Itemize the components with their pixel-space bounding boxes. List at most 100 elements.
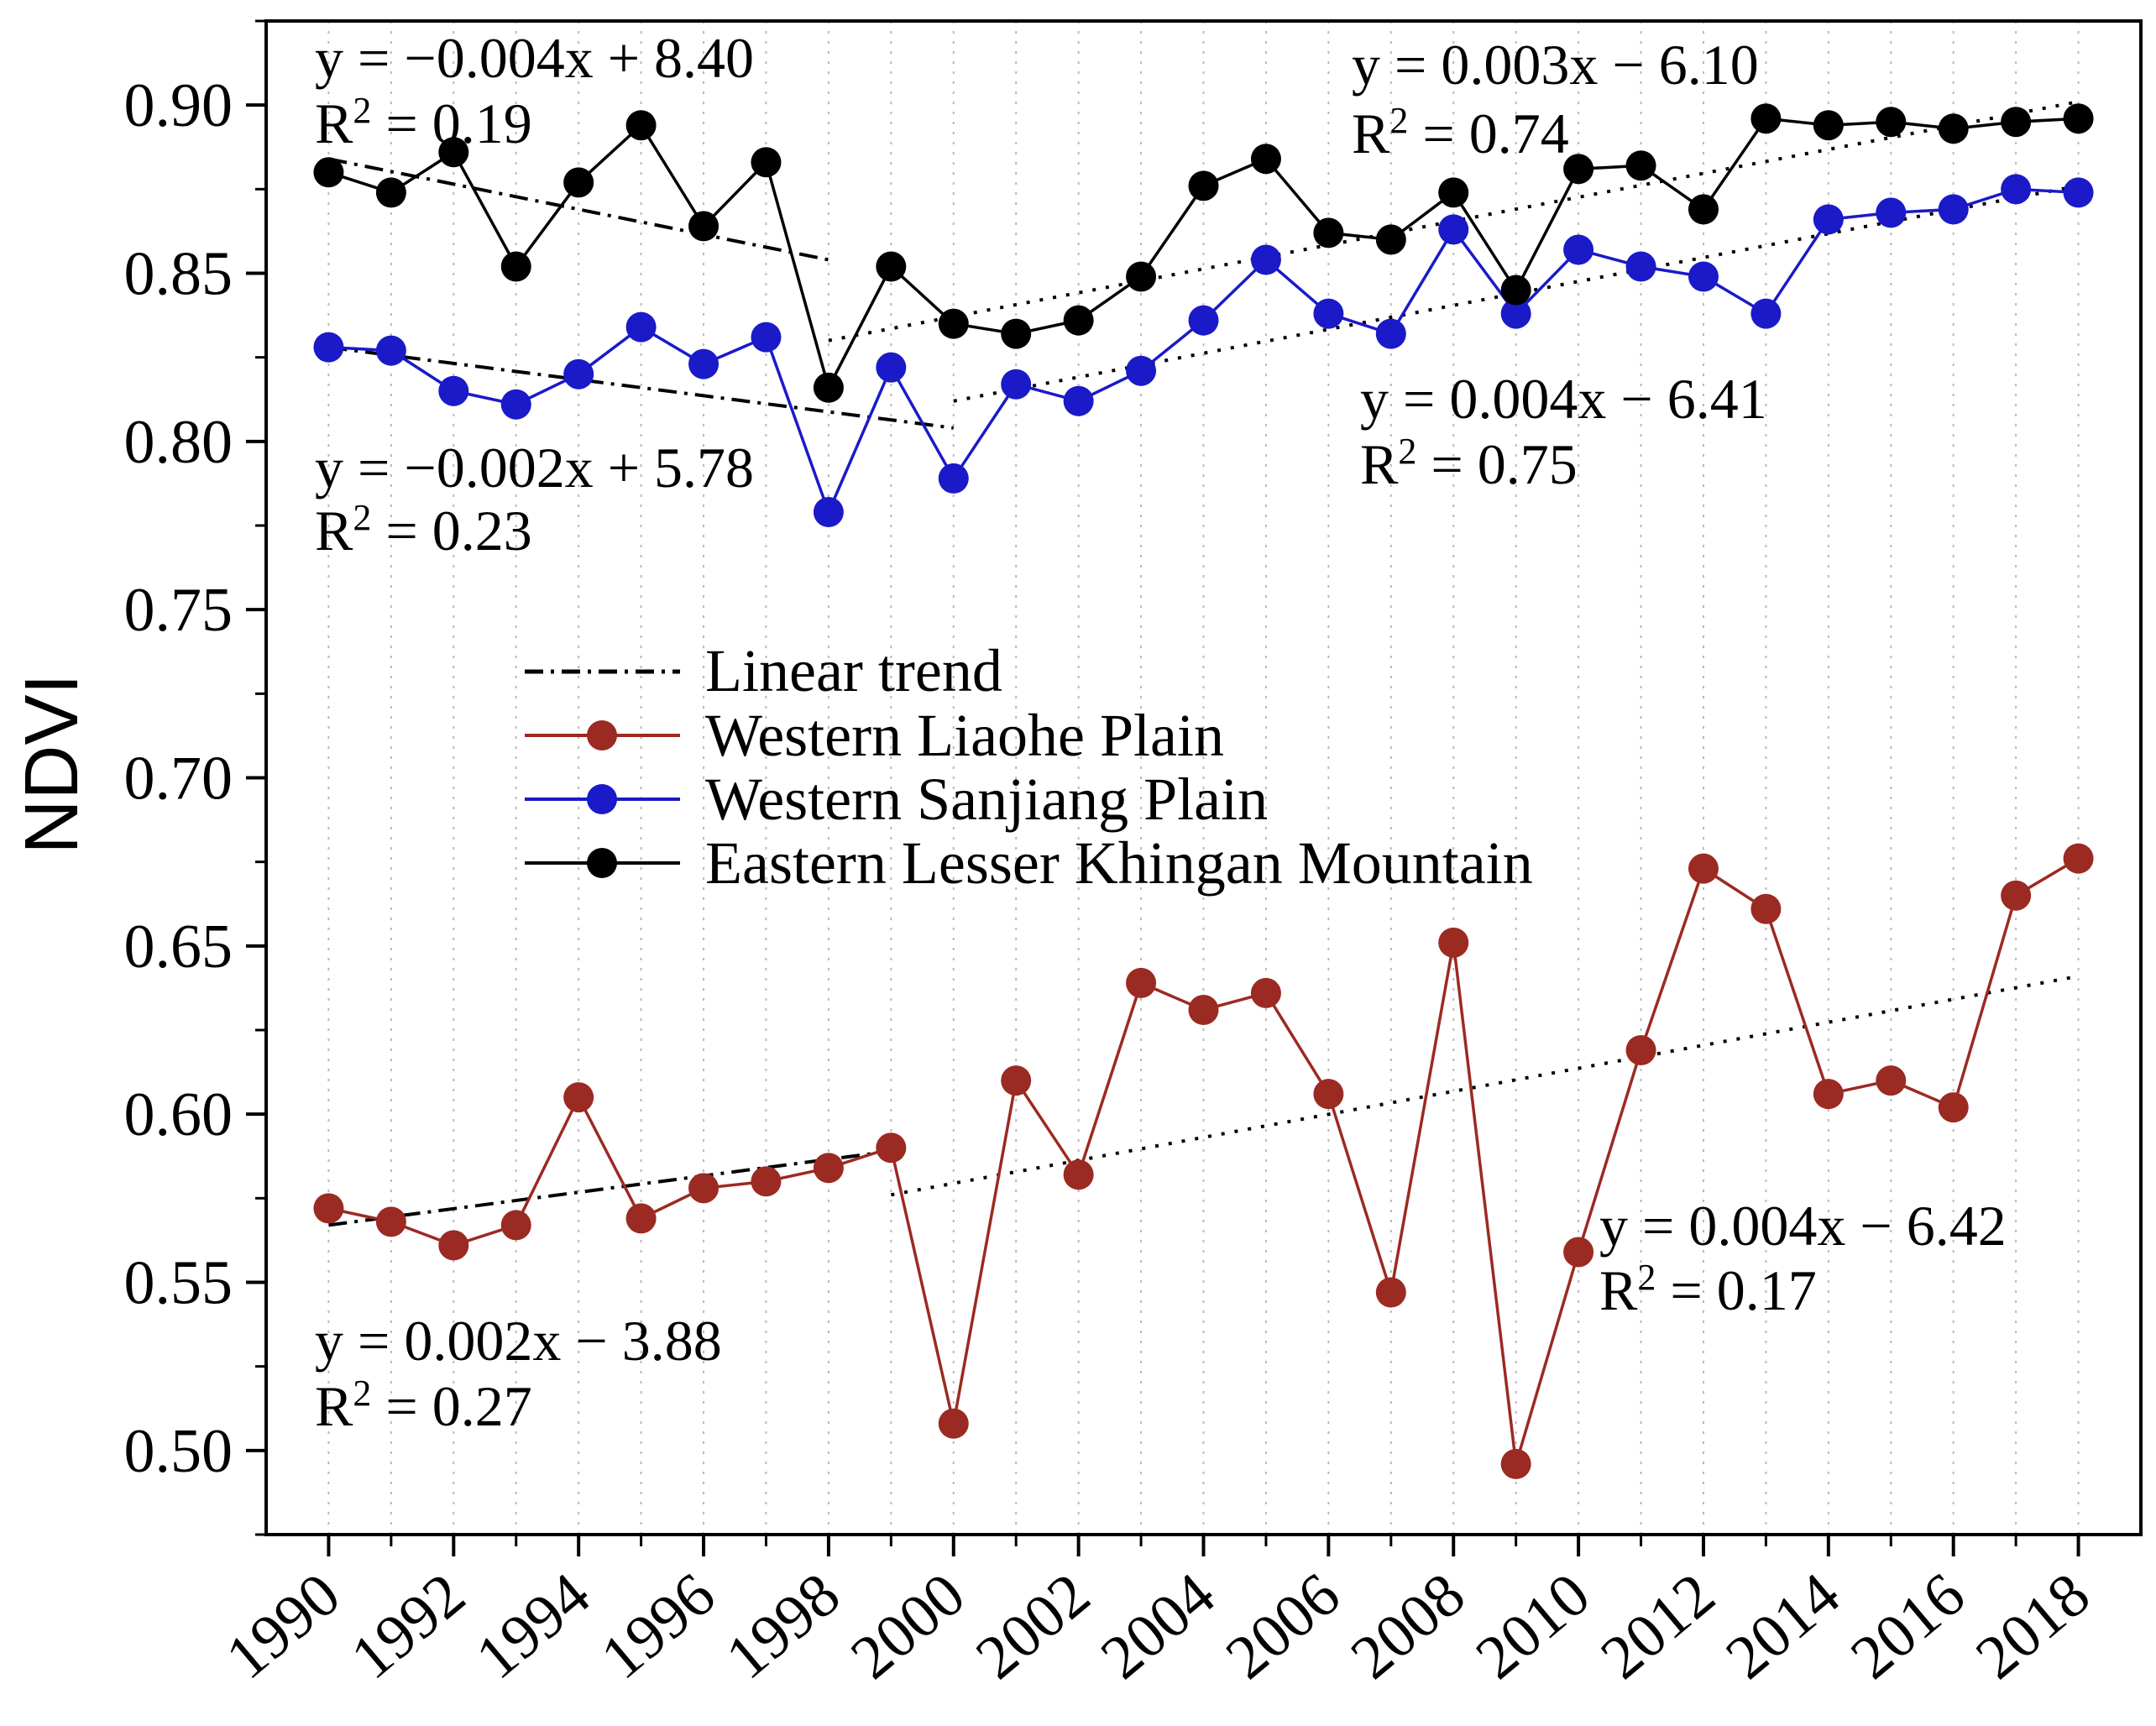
data-point xyxy=(876,251,907,282)
annotation-equation: y = 0.002x − 3.88 xyxy=(315,1309,722,1373)
data-point xyxy=(1063,385,1094,416)
data-point xyxy=(2001,880,2032,911)
data-point xyxy=(375,177,406,208)
data-point xyxy=(1813,204,1844,235)
y-tick-label: 0.55 xyxy=(124,1249,233,1318)
data-point xyxy=(1750,103,1782,134)
data-point xyxy=(938,1408,969,1439)
data-point xyxy=(375,335,406,366)
annotation-wsp-early: y = −0.002x + 5.78 R2 = 0.23 xyxy=(315,436,754,562)
annotation-equation: y = −0.004x + 8.40 xyxy=(315,26,754,90)
annotation-r2: R2 = 0.17 xyxy=(1599,1257,1817,1323)
annotation-equation: y = 0.004x − 6.42 xyxy=(1599,1194,2007,1258)
data-point xyxy=(1563,154,1594,185)
data-point xyxy=(1500,1448,1531,1479)
data-point xyxy=(1876,107,1907,138)
y-tick-label: 0.50 xyxy=(124,1417,233,1486)
data-point xyxy=(438,1230,469,1261)
data-point xyxy=(1938,113,1969,144)
legend-swatch-marker xyxy=(587,720,617,751)
annotation-equation: y = 0.003x − 6.10 xyxy=(1352,33,1759,97)
annotation-r2: R2 = 0.74 xyxy=(1352,100,1569,166)
data-point xyxy=(1500,298,1531,329)
x-tick-label: 1992 xyxy=(338,1560,478,1692)
annotation-wlp-late: y = 0.004x − 6.42 R2 = 0.17 xyxy=(1599,1194,2007,1322)
data-point xyxy=(500,389,531,420)
annotation-r2: R2 = 0.19 xyxy=(315,90,532,156)
x-tick-label: 2000 xyxy=(839,1560,978,1692)
data-point xyxy=(1563,1237,1594,1268)
data-point xyxy=(813,1153,844,1184)
annotation-r2: R2 = 0.23 xyxy=(315,497,532,563)
data-point xyxy=(1313,217,1344,248)
data-point xyxy=(688,1173,720,1204)
y-axis-title: NDVI xyxy=(10,673,94,854)
data-point xyxy=(1001,1065,1032,1096)
annotation-equation: y = −0.002x + 5.78 xyxy=(315,436,754,499)
y-tick-label: 0.60 xyxy=(124,1080,233,1149)
data-point xyxy=(1876,197,1907,228)
x-tick-label: 2014 xyxy=(1714,1560,1853,1692)
y-tick-label: 0.85 xyxy=(124,240,233,309)
data-point xyxy=(1375,318,1406,349)
legend-label: Western Liaohe Plain xyxy=(705,702,1224,769)
data-point xyxy=(1876,1065,1907,1096)
data-point xyxy=(1126,967,1157,998)
data-point xyxy=(313,1193,344,1224)
data-point xyxy=(1938,194,1969,225)
trend-line xyxy=(328,345,955,430)
x-tick-label: 1994 xyxy=(463,1560,603,1692)
data-point xyxy=(1563,234,1594,265)
data-point xyxy=(2001,174,2032,205)
legend: Linear trend Western Liaohe Plain Wester… xyxy=(525,637,1533,897)
data-point xyxy=(563,167,594,198)
legend-entry-eastern-lesser-khingan: Eastern Lesser Khingan Mountain xyxy=(525,829,1533,897)
x-tick-label: 2004 xyxy=(1088,1560,1227,1692)
data-point xyxy=(1938,1092,1969,1123)
x-tick-label: 2012 xyxy=(1588,1560,1728,1692)
x-tick-label: 2002 xyxy=(963,1560,1102,1692)
data-point xyxy=(1313,1079,1344,1110)
annotation-r2: R2 = 0.27 xyxy=(315,1373,532,1439)
annotation-wlp-early: y = 0.002x − 3.88 R2 = 0.27 xyxy=(315,1309,722,1438)
legend-entry-linear-trend: Linear trend xyxy=(525,637,1002,704)
data-point xyxy=(2063,103,2094,134)
data-point xyxy=(1001,369,1032,400)
data-point xyxy=(688,348,720,379)
data-point xyxy=(751,1166,782,1197)
data-point xyxy=(500,1210,531,1241)
data-point xyxy=(625,1203,657,1234)
y-tick-label: 0.65 xyxy=(124,913,233,981)
x-tick-label: 1996 xyxy=(589,1560,728,1692)
trend-line xyxy=(328,1149,892,1227)
data-point xyxy=(1438,927,1469,958)
legend-label: Western Sanjiang Plain xyxy=(705,766,1268,833)
x-tick-label: 2016 xyxy=(1839,1560,1978,1692)
data-point xyxy=(2063,177,2094,208)
grid-lines xyxy=(327,21,2080,1535)
data-point xyxy=(1250,977,1281,1008)
data-point xyxy=(1375,224,1406,255)
data-point xyxy=(375,1206,406,1237)
data-point xyxy=(813,496,844,527)
data-point xyxy=(1625,251,1656,282)
x-tick-label: 2006 xyxy=(1213,1560,1353,1692)
data-point xyxy=(1188,170,1219,201)
x-tick-label: 2010 xyxy=(1463,1560,1603,1692)
data-point xyxy=(751,147,782,178)
data-series xyxy=(313,103,2094,1479)
legend-entry-western-sanjiang: Western Sanjiang Plain xyxy=(525,766,1268,833)
data-point xyxy=(751,322,782,353)
data-point xyxy=(1250,144,1281,175)
x-tick-label: 2018 xyxy=(1963,1560,2102,1692)
data-point xyxy=(1375,1277,1406,1308)
legend-label: Linear trend xyxy=(705,637,1002,704)
data-point xyxy=(1750,893,1782,924)
data-point xyxy=(563,358,594,390)
data-point xyxy=(563,1082,594,1113)
data-point xyxy=(1188,305,1219,336)
data-point xyxy=(1063,1159,1094,1190)
data-point xyxy=(1688,261,1719,292)
data-point xyxy=(500,251,531,282)
